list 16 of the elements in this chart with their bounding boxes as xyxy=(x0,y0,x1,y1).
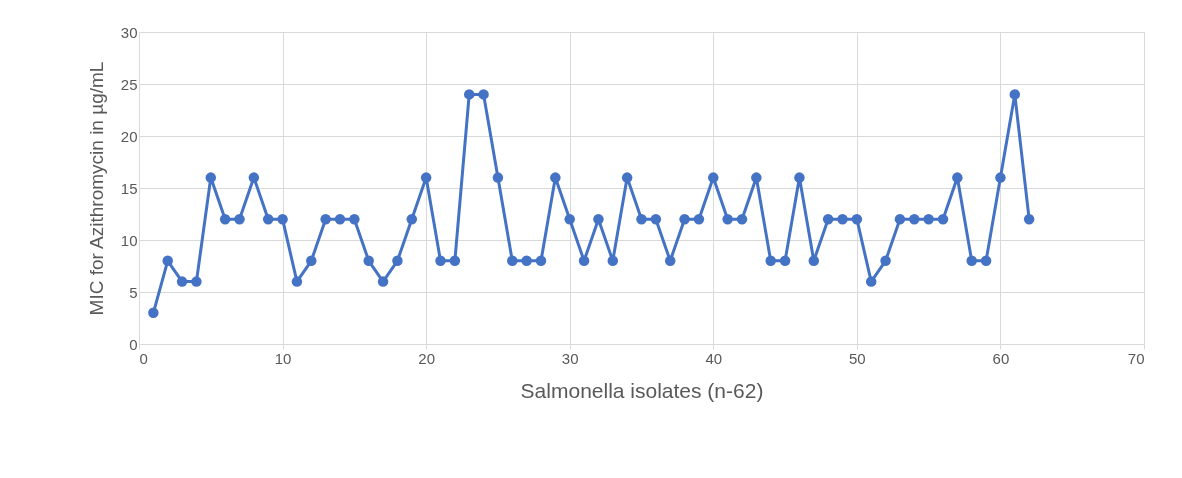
y-axis-title: MIC for Azithromycin in µg/mL xyxy=(85,61,107,316)
x-tick-label: 60 xyxy=(992,349,1010,367)
y-tick-label: 20 xyxy=(120,127,138,145)
x-tick-label: 30 xyxy=(561,349,579,367)
x-tick-label: 20 xyxy=(418,349,435,367)
y-tick-label: 30 xyxy=(120,23,138,41)
x-axis-title: Salmonella isolates (n-62) xyxy=(520,378,764,402)
y-tick-label: 0 xyxy=(129,335,138,353)
x-tick-label: 40 xyxy=(705,349,723,367)
y-tick-label: 25 xyxy=(120,75,138,93)
y-tick-label: 15 xyxy=(120,179,138,197)
y-tick-label: 5 xyxy=(129,283,138,301)
x-tick-label: 10 xyxy=(274,349,292,367)
x-tick-label: 50 xyxy=(849,349,866,367)
x-tick-label: 70 xyxy=(1127,349,1145,367)
y-tick-label: 10 xyxy=(120,231,138,249)
